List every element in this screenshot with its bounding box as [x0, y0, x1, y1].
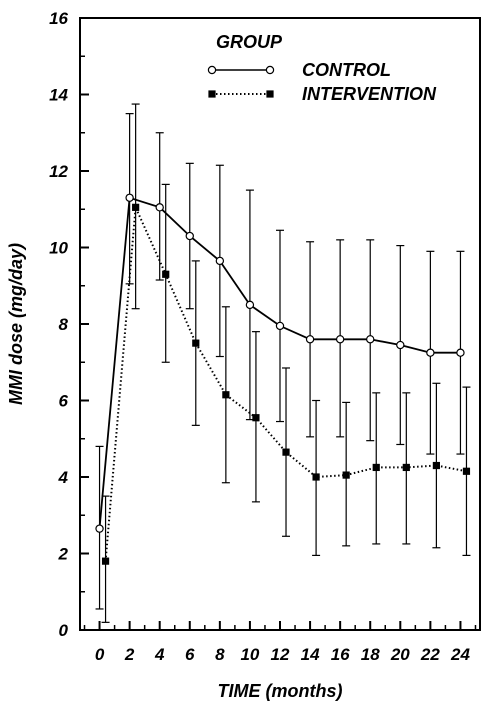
legend-marker — [207, 65, 217, 75]
data-point — [222, 391, 230, 399]
x-tick-label: 16 — [331, 645, 350, 664]
data-point — [456, 348, 465, 357]
legend-label: CONTROL — [302, 60, 391, 80]
legend-label: INTERVENTION — [302, 84, 437, 104]
legend-item-intervention: INTERVENTION — [208, 84, 437, 104]
y-tick-label: 8 — [59, 315, 69, 334]
y-tick-label: 6 — [59, 392, 69, 411]
y-tick-label: 14 — [49, 86, 68, 105]
legend-marker — [265, 65, 275, 75]
x-tick-label: 22 — [420, 645, 440, 664]
data-point — [192, 339, 200, 347]
data-point — [101, 557, 110, 565]
legend-item-control: CONTROL — [207, 60, 391, 80]
x-tick-label: 24 — [450, 645, 470, 664]
data-point — [252, 414, 260, 422]
y-tick-label: 16 — [49, 9, 68, 28]
x-tick-label: 14 — [301, 645, 320, 664]
series-intervention — [101, 103, 471, 623]
y-tick-label: 4 — [58, 468, 69, 487]
legend-title: GROUP — [216, 32, 283, 52]
data-point — [396, 340, 405, 350]
data-point — [155, 203, 164, 212]
x-tick-label: 6 — [185, 645, 195, 664]
data-point — [185, 231, 194, 241]
x-tick-label: 2 — [124, 645, 135, 664]
data-point — [426, 348, 435, 357]
x-tick-label: 12 — [271, 645, 290, 664]
data-point — [312, 473, 320, 481]
data-point — [282, 448, 290, 456]
y-tick-label: 0 — [59, 621, 69, 640]
data-point — [432, 461, 440, 470]
data-point — [305, 335, 315, 344]
x-tick-label: 0 — [95, 645, 105, 664]
x-tick-label: 20 — [390, 645, 410, 664]
data-point — [125, 193, 134, 202]
data-point — [366, 335, 375, 344]
x-tick-label: 4 — [154, 645, 165, 664]
data-point — [275, 321, 285, 331]
data-point — [245, 300, 255, 310]
y-axis: 0 2 4 6 8 10 12 14 16 — [49, 9, 89, 640]
legend-marker — [266, 90, 274, 98]
series-control — [95, 113, 465, 610]
data-point — [462, 467, 471, 475]
data-point — [335, 335, 345, 344]
data-point — [162, 270, 170, 278]
data-point — [402, 463, 410, 472]
x-axis: 0 2 4 6 8 10 12 14 16 18 20 22 24 — [83, 621, 477, 664]
data-point — [342, 471, 350, 479]
data-point — [372, 463, 380, 472]
x-tick-label: 10 — [240, 645, 259, 664]
y-tick-label: 10 — [49, 239, 68, 258]
x-tick-label: 18 — [361, 645, 380, 664]
data-point — [132, 203, 140, 211]
x-tick-label: 8 — [215, 645, 225, 664]
data-point — [95, 524, 104, 533]
y-axis-title: MMI dose (mg/day) — [6, 243, 26, 405]
y-tick-label: 2 — [58, 545, 69, 564]
x-axis-title: TIME (months) — [218, 681, 343, 701]
data-point — [215, 256, 225, 266]
series-layer — [95, 103, 471, 623]
legend-marker — [208, 90, 216, 98]
legend: GROUP CONTROL INTERVENTION — [207, 32, 437, 104]
y-tick-label: 12 — [49, 162, 68, 181]
